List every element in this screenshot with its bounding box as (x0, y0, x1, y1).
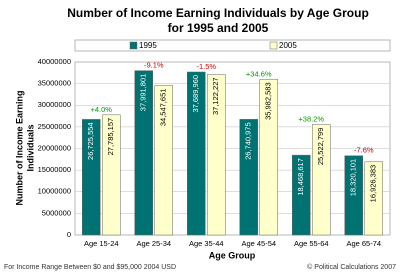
bar (364, 161, 383, 236)
x-tick-label: Age 55-64 (294, 239, 329, 248)
value-label: 27,785,157 (106, 118, 115, 156)
y-tick-label: 25000000 (38, 122, 71, 131)
value-label: 37,122,227 (211, 77, 220, 115)
bar (344, 155, 363, 236)
bar (292, 154, 311, 236)
y-tick-label: 0 (67, 230, 71, 239)
chart-title: Number of Income Earning Individuals by … (67, 6, 369, 20)
y-tick-label: 5000000 (42, 208, 71, 217)
bar (312, 124, 331, 236)
value-label: 26,725,554 (86, 122, 95, 160)
bar (239, 119, 258, 236)
footnote: For Income Range Between $0 and $95,000 … (4, 264, 176, 271)
change-label: +34.6% (246, 69, 272, 78)
value-label: 35,982,583 (264, 82, 273, 120)
y-tick-label: 40000000 (38, 57, 71, 66)
value-label: 37,689,960 (191, 75, 200, 113)
y-tick-label: 20000000 (38, 143, 71, 152)
value-label: 16,926,383 (369, 165, 378, 203)
value-label: 26,740,975 (244, 122, 253, 160)
value-label: 37,991,801 (139, 74, 148, 112)
x-tick-label: Age 35-44 (189, 239, 224, 248)
y-tick-label: 15000000 (38, 165, 71, 174)
bar (187, 71, 206, 236)
bar (134, 70, 153, 236)
chart-title: for 1995 and 2005 (168, 21, 269, 35)
change-label: +38.2% (298, 115, 324, 124)
bar (207, 74, 226, 236)
value-label: 18,468,617 (296, 158, 305, 196)
bar (82, 119, 101, 236)
y-axis-title: Individuals (25, 124, 35, 171)
bar (154, 85, 173, 236)
bar (259, 79, 278, 236)
change-label: -1.5% (196, 62, 216, 71)
legend-swatch (129, 41, 138, 50)
x-tick-label: Age 15-24 (84, 239, 119, 248)
value-label: 34,547,651 (159, 89, 168, 127)
legend-label: 1995 (139, 41, 157, 50)
x-tick-label: Age 25-34 (136, 239, 171, 248)
y-axis-title: Number of Income Earning (14, 90, 24, 205)
legend (74, 39, 391, 52)
y-tick-label: 35000000 (38, 79, 71, 88)
value-label: 18,320,101 (349, 159, 358, 197)
bar (102, 114, 121, 236)
change-label: +4.0% (91, 105, 113, 114)
value-label: 25,522,799 (316, 128, 325, 166)
y-tick-label: 10000000 (38, 187, 71, 196)
change-label: -9.1% (144, 61, 164, 70)
legend-label: 2005 (279, 41, 297, 50)
legend-swatch (269, 41, 278, 50)
y-tick-label: 30000000 (38, 100, 71, 109)
x-tick-label: Age 65-74 (346, 239, 381, 248)
credit: © Political Calculations 2007 (307, 263, 396, 271)
change-label: -7.6% (354, 146, 374, 155)
x-axis-title: Age Group (209, 250, 256, 260)
x-tick-label: Age 45-54 (241, 239, 276, 248)
